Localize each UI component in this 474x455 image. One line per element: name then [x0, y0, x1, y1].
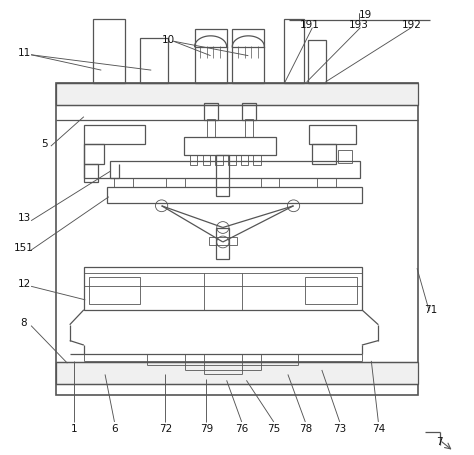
Bar — [284, 20, 304, 83]
Text: 71: 71 — [425, 305, 438, 315]
Bar — [84, 164, 98, 182]
Bar — [228, 155, 236, 165]
Bar — [84, 125, 145, 144]
Text: 76: 76 — [235, 424, 248, 434]
Bar — [89, 277, 140, 304]
Text: 78: 78 — [299, 424, 312, 434]
Bar — [166, 178, 185, 187]
Text: 79: 79 — [200, 424, 213, 434]
Bar — [93, 20, 125, 83]
Text: 1: 1 — [71, 424, 78, 434]
Text: 73: 73 — [333, 424, 346, 434]
Text: 13: 13 — [18, 213, 31, 223]
Bar — [115, 178, 133, 187]
Text: 8: 8 — [21, 318, 27, 329]
Bar — [308, 40, 326, 83]
Bar — [55, 83, 419, 106]
Bar — [195, 29, 227, 83]
Text: 75: 75 — [267, 424, 281, 434]
Bar — [190, 155, 197, 165]
Bar — [312, 144, 336, 164]
Text: 19: 19 — [358, 10, 372, 20]
Text: 72: 72 — [159, 424, 172, 434]
Bar — [204, 103, 218, 120]
Bar — [140, 38, 168, 83]
Bar — [309, 125, 356, 144]
Bar — [110, 161, 359, 178]
Text: 192: 192 — [401, 20, 421, 30]
Bar — [305, 277, 357, 304]
Bar — [261, 178, 279, 187]
Bar — [84, 267, 362, 310]
Text: 191: 191 — [300, 20, 320, 30]
Text: 193: 193 — [349, 20, 368, 30]
Bar — [338, 150, 352, 163]
Bar — [216, 155, 229, 196]
Bar — [55, 83, 419, 395]
Bar — [215, 155, 223, 165]
Bar — [209, 238, 237, 245]
Text: 7: 7 — [436, 437, 443, 447]
Bar — [202, 155, 210, 165]
Bar — [232, 29, 264, 83]
Text: 74: 74 — [372, 424, 385, 434]
Text: 5: 5 — [41, 139, 48, 149]
Text: 12: 12 — [18, 279, 31, 289]
Bar — [245, 119, 253, 137]
Text: 10: 10 — [162, 35, 175, 45]
Bar — [216, 228, 229, 259]
Bar — [108, 187, 362, 202]
Text: 11: 11 — [18, 48, 31, 58]
Bar — [242, 103, 256, 120]
Bar — [55, 362, 419, 384]
Bar — [254, 155, 261, 165]
Text: 6: 6 — [111, 424, 118, 434]
Bar — [241, 155, 248, 165]
Bar — [207, 119, 215, 137]
Bar — [84, 144, 104, 164]
Bar — [184, 137, 276, 155]
Text: 151: 151 — [14, 243, 34, 253]
Bar — [317, 178, 336, 187]
